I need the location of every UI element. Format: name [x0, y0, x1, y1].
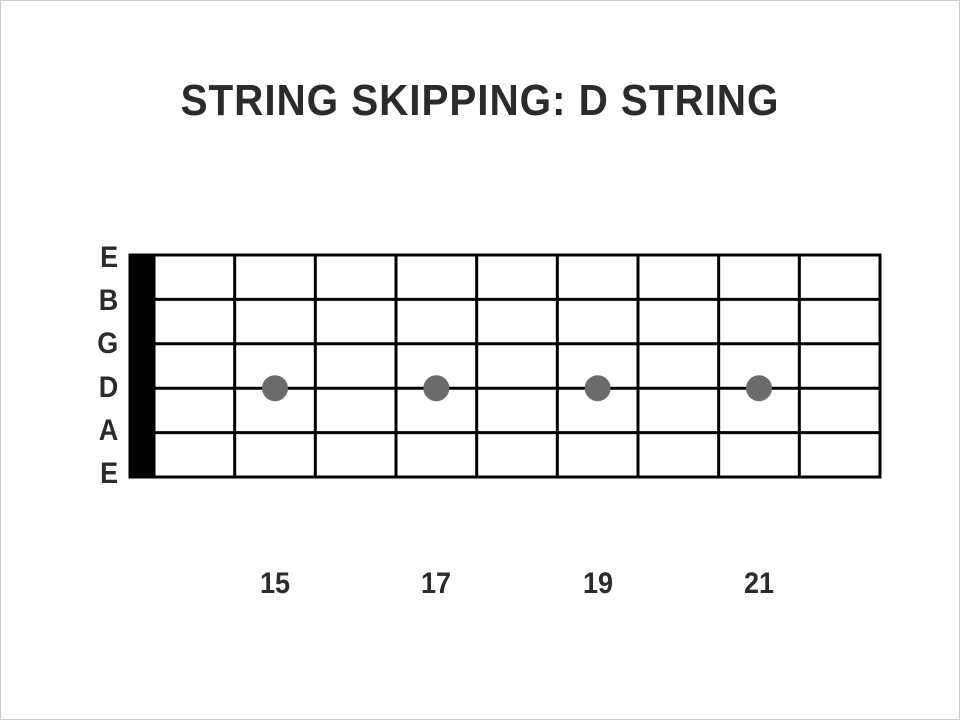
- fret-marker: [262, 375, 288, 401]
- string-label: A: [86, 416, 118, 446]
- fret-marker: [423, 375, 449, 401]
- fret-label: 21: [744, 567, 774, 601]
- fret-label: 19: [583, 567, 613, 601]
- string-label: E: [86, 459, 118, 489]
- fret-marker: [585, 375, 611, 401]
- fretboard-diagram: EBGDAE 15171921: [0, 0, 960, 720]
- fret-label: 15: [260, 567, 290, 601]
- string-labels: EBGDAE: [84, 243, 120, 489]
- string-label: B: [86, 286, 118, 316]
- string-label: D: [86, 373, 118, 403]
- fret-label: 17: [421, 567, 451, 601]
- fretboard-svg: [0, 0, 960, 720]
- fret-labels: 15 17 19 21: [0, 567, 960, 607]
- string-label: E: [86, 243, 118, 273]
- string-label: G: [86, 329, 118, 359]
- fret-marker: [746, 375, 772, 401]
